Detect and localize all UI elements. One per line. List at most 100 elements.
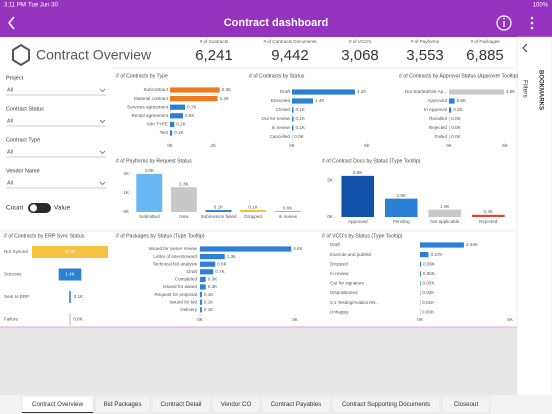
value-label: 0.3K: [208, 277, 218, 282]
x-tick-label: 0K: [167, 143, 174, 148]
status-date: Tue Jun 30: [28, 3, 58, 9]
bar: [292, 107, 294, 113]
more-button[interactable]: [530, 16, 534, 30]
filter-label: Project: [6, 75, 24, 81]
value-label: 1.0K: [440, 204, 450, 209]
value-label: 0.1K: [74, 294, 84, 299]
bar: [200, 276, 206, 282]
header-bar: [0, 0, 552, 37]
bar: [274, 211, 301, 212]
funnel-bar: [58, 268, 82, 281]
toggle-knob: [29, 204, 38, 212]
category-label: Draft: [187, 269, 198, 274]
tab[interactable]: [94, 395, 151, 414]
x-tick-label: 2K: [210, 143, 217, 148]
x-tick-label: 5K: [507, 317, 514, 322]
dropdown-chevron[interactable]: [99, 150, 106, 154]
tab-label[interactable]: Closeout: [454, 401, 479, 408]
category-label: Dropped: [244, 214, 262, 219]
kpi-value: 9,442: [271, 47, 309, 64]
tab-label[interactable]: Contract Supporting Documents: [342, 401, 430, 408]
kpi-value: 3,553: [406, 47, 444, 64]
value-label: 0.0K: [451, 134, 461, 139]
value-label: 0.00K: [422, 309, 435, 314]
tab[interactable]: [211, 395, 261, 414]
filters-pane-label[interactable]: Filters: [521, 80, 528, 98]
kpi-value: 6,885: [466, 47, 504, 64]
filter-value[interactable]: All: [7, 118, 13, 124]
x-tick-label: 0K: [197, 317, 204, 322]
category-label: Draft: [280, 89, 291, 94]
dropdown-chevron[interactable]: [99, 88, 106, 92]
bar: [292, 116, 294, 122]
tab-label[interactable]: Vendor CO: [221, 401, 252, 408]
funnel-bar: [69, 313, 71, 326]
tab[interactable]: [331, 395, 441, 414]
tab[interactable]: [261, 395, 331, 414]
value-label: 0.06K: [423, 261, 436, 266]
funnel-bar: [69, 291, 71, 303]
side-panel: [516, 36, 552, 396]
bar: [471, 214, 505, 217]
bar: [420, 271, 421, 277]
tab-label[interactable]: Bid Packages: [104, 401, 142, 408]
category-label: Failed: [434, 134, 447, 139]
category-label: In review: [279, 214, 298, 219]
value-label: 2.2K: [220, 96, 230, 101]
value-label: 4.9K: [506, 89, 516, 94]
value-label: 0.0K: [451, 125, 461, 130]
category-label: New: [179, 214, 189, 219]
chart-title: # of Packages by Status (Type Tooltip): [116, 233, 205, 239]
category-label: In Approval: [424, 107, 447, 112]
kpi-label: # of Packages: [470, 39, 500, 44]
category-label: Delivery: [180, 307, 197, 312]
logo: [12, 43, 30, 67]
category-label: Issued for award: [163, 284, 197, 289]
value-label: 0.5K: [457, 98, 467, 103]
value-label: 0.2K: [176, 122, 186, 127]
bar: [170, 187, 197, 212]
category-label: Services agreement: [127, 104, 169, 109]
tab[interactable]: [441, 395, 491, 414]
back-button[interactable]: [7, 16, 15, 30]
category-label: Letter of intent/Award: [153, 254, 197, 259]
filter-value[interactable]: All: [7, 149, 13, 155]
y-tick-label: 0K: [123, 209, 130, 214]
category-label: Technical bid analysis: [153, 261, 198, 266]
bar: [200, 261, 216, 267]
bar: [170, 104, 186, 110]
category-label: Execute and publish: [330, 252, 372, 257]
filter-value[interactable]: All: [7, 87, 13, 93]
value-label: 4.2K: [357, 89, 367, 94]
tab-label[interactable]: Contract Detail: [161, 401, 202, 408]
chart-title: # of Contracts by Approval Status (Appro…: [399, 73, 519, 79]
value-label: 2.44K: [466, 242, 479, 247]
bar: [420, 280, 421, 286]
toggle-label: Count: [6, 205, 24, 212]
dropdown-chevron[interactable]: [99, 119, 106, 123]
category-label: Issued for bid: [169, 299, 197, 304]
filter-value[interactable]: All: [7, 180, 13, 186]
filter-label: Contract Status: [6, 106, 44, 112]
category-label: Kiln TYPE: [147, 122, 168, 127]
info-button[interactable]: [496, 15, 512, 31]
bar: [170, 113, 183, 119]
category-label: 0.1 Testing/Aviation/W...: [330, 300, 379, 305]
collapse-button[interactable]: [522, 43, 528, 53]
filter-label: Contract Type: [6, 137, 40, 143]
value-label: 0.0K: [451, 116, 461, 121]
dropdown-chevron[interactable]: [99, 181, 106, 185]
tab-label[interactable]: Contract Overview: [32, 401, 83, 408]
value-label: 0.7K: [187, 104, 197, 109]
value-label: 0.1K: [296, 116, 306, 121]
bar: [170, 130, 173, 136]
chart-title: # of VCO's by Status (Type Tooltip): [322, 233, 403, 239]
bar: [449, 89, 504, 95]
tab-label[interactable]: Contract Payables: [271, 401, 322, 408]
category-label: Completed: [175, 277, 198, 282]
tab[interactable]: [151, 395, 211, 414]
category-label: Out for signature: [330, 281, 365, 286]
chart-title: # of Contracts by Type: [116, 73, 168, 79]
bookmarks-label[interactable]: BOOKMARKS: [537, 70, 543, 110]
